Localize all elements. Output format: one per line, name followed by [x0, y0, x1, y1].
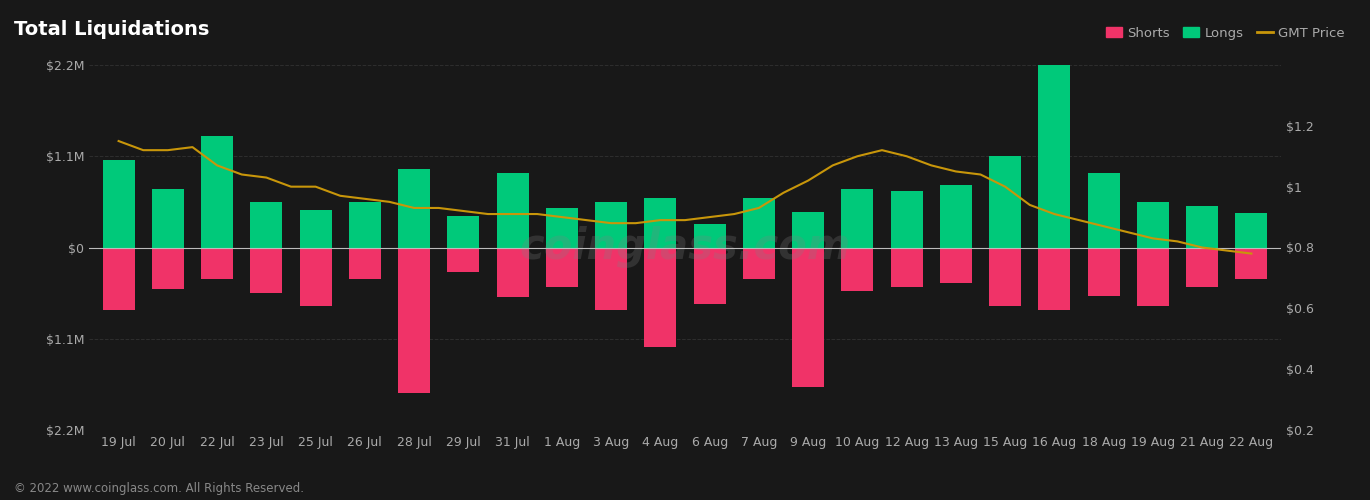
Bar: [152, 248, 184, 289]
Bar: [841, 190, 874, 248]
Bar: [496, 248, 529, 298]
Bar: [1038, 65, 1070, 248]
Bar: [693, 224, 726, 248]
Bar: [743, 198, 775, 248]
Bar: [103, 160, 134, 248]
Bar: [1137, 202, 1169, 248]
Bar: [349, 202, 381, 248]
Bar: [890, 191, 922, 248]
Bar: [940, 248, 971, 283]
Bar: [1088, 173, 1119, 248]
Bar: [103, 248, 134, 310]
Bar: [152, 190, 184, 248]
Bar: [693, 248, 726, 304]
Legend: Shorts, Longs, GMT Price: Shorts, Longs, GMT Price: [1101, 22, 1349, 45]
Bar: [890, 248, 922, 288]
Bar: [545, 208, 578, 248]
Text: © 2022 www.coinglass.com. All Rights Reserved.: © 2022 www.coinglass.com. All Rights Res…: [14, 482, 304, 495]
Bar: [300, 248, 332, 306]
Bar: [251, 202, 282, 248]
Bar: [595, 248, 627, 310]
Text: Total Liquidations: Total Liquidations: [14, 20, 210, 39]
Bar: [1186, 206, 1218, 248]
Bar: [349, 248, 381, 279]
Bar: [743, 248, 775, 279]
Text: coinglass.com: coinglass.com: [519, 226, 851, 268]
Bar: [595, 202, 627, 248]
Bar: [644, 198, 677, 248]
Bar: [1236, 248, 1267, 279]
Bar: [989, 248, 1021, 306]
Bar: [201, 136, 233, 248]
Bar: [300, 210, 332, 248]
Bar: [1088, 248, 1119, 296]
Bar: [251, 248, 282, 293]
Bar: [940, 186, 971, 248]
Bar: [989, 156, 1021, 248]
Bar: [1137, 248, 1169, 306]
Bar: [545, 248, 578, 288]
Bar: [399, 168, 430, 248]
Bar: [1236, 212, 1267, 248]
Bar: [792, 248, 825, 387]
Bar: [496, 173, 529, 248]
Bar: [1038, 248, 1070, 310]
Bar: [792, 212, 825, 248]
Bar: [644, 248, 677, 347]
Bar: [1186, 248, 1218, 288]
Bar: [841, 248, 874, 290]
Bar: [448, 248, 479, 272]
Bar: [399, 248, 430, 392]
Bar: [201, 248, 233, 279]
Bar: [448, 216, 479, 248]
